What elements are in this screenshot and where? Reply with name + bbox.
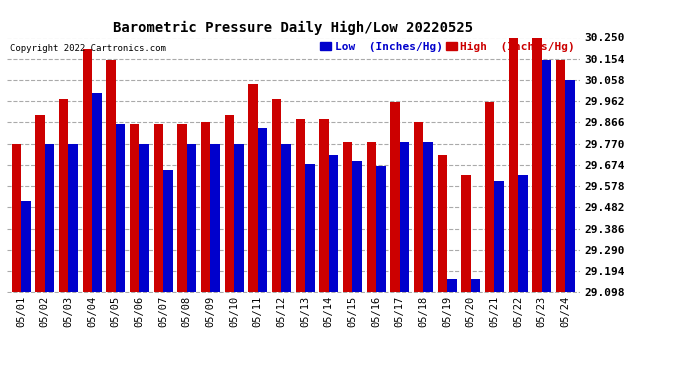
Bar (83, 49, 92, 292)
Legend: Low  (Inches/Hg), High  (Inches/Hg): Low (Inches/Hg), High (Inches/Hg) (316, 38, 580, 56)
Bar (248, 84, 258, 292)
Bar (210, 144, 220, 292)
Bar (187, 144, 196, 292)
Bar (130, 124, 139, 292)
Bar (328, 155, 338, 292)
Bar (532, 38, 542, 292)
Bar (376, 166, 386, 292)
Bar (495, 182, 504, 292)
Bar (424, 141, 433, 292)
Bar (68, 144, 78, 292)
Bar (400, 141, 409, 292)
Text: Copyright 2022 Cartronics.com: Copyright 2022 Cartronics.com (10, 44, 166, 52)
Bar (565, 80, 575, 292)
Bar (177, 124, 187, 292)
Bar (509, 38, 518, 292)
Bar (272, 99, 282, 292)
Bar (282, 144, 291, 292)
Bar (201, 122, 210, 292)
Bar (35, 115, 45, 292)
Bar (447, 279, 457, 292)
Bar (21, 201, 30, 292)
Bar (59, 99, 68, 292)
Bar (414, 122, 424, 292)
Bar (295, 119, 305, 292)
Bar (92, 93, 101, 292)
Bar (518, 175, 528, 292)
Bar (139, 144, 149, 292)
Bar (234, 144, 244, 292)
Bar (462, 175, 471, 292)
Bar (12, 144, 21, 292)
Bar (343, 141, 353, 292)
Bar (154, 124, 163, 292)
Bar (305, 164, 315, 292)
Bar (366, 141, 376, 292)
Bar (45, 144, 55, 292)
Bar (542, 60, 551, 292)
Bar (437, 155, 447, 292)
Bar (258, 128, 267, 292)
Bar (163, 170, 172, 292)
Bar (353, 162, 362, 292)
Bar (391, 102, 400, 292)
Title: Barometric Pressure Daily High/Low 20220525: Barometric Pressure Daily High/Low 20220… (113, 21, 473, 35)
Bar (225, 115, 234, 292)
Bar (106, 60, 116, 292)
Bar (319, 119, 328, 292)
Bar (471, 279, 480, 292)
Bar (485, 102, 495, 292)
Bar (116, 124, 125, 292)
Bar (556, 60, 565, 292)
